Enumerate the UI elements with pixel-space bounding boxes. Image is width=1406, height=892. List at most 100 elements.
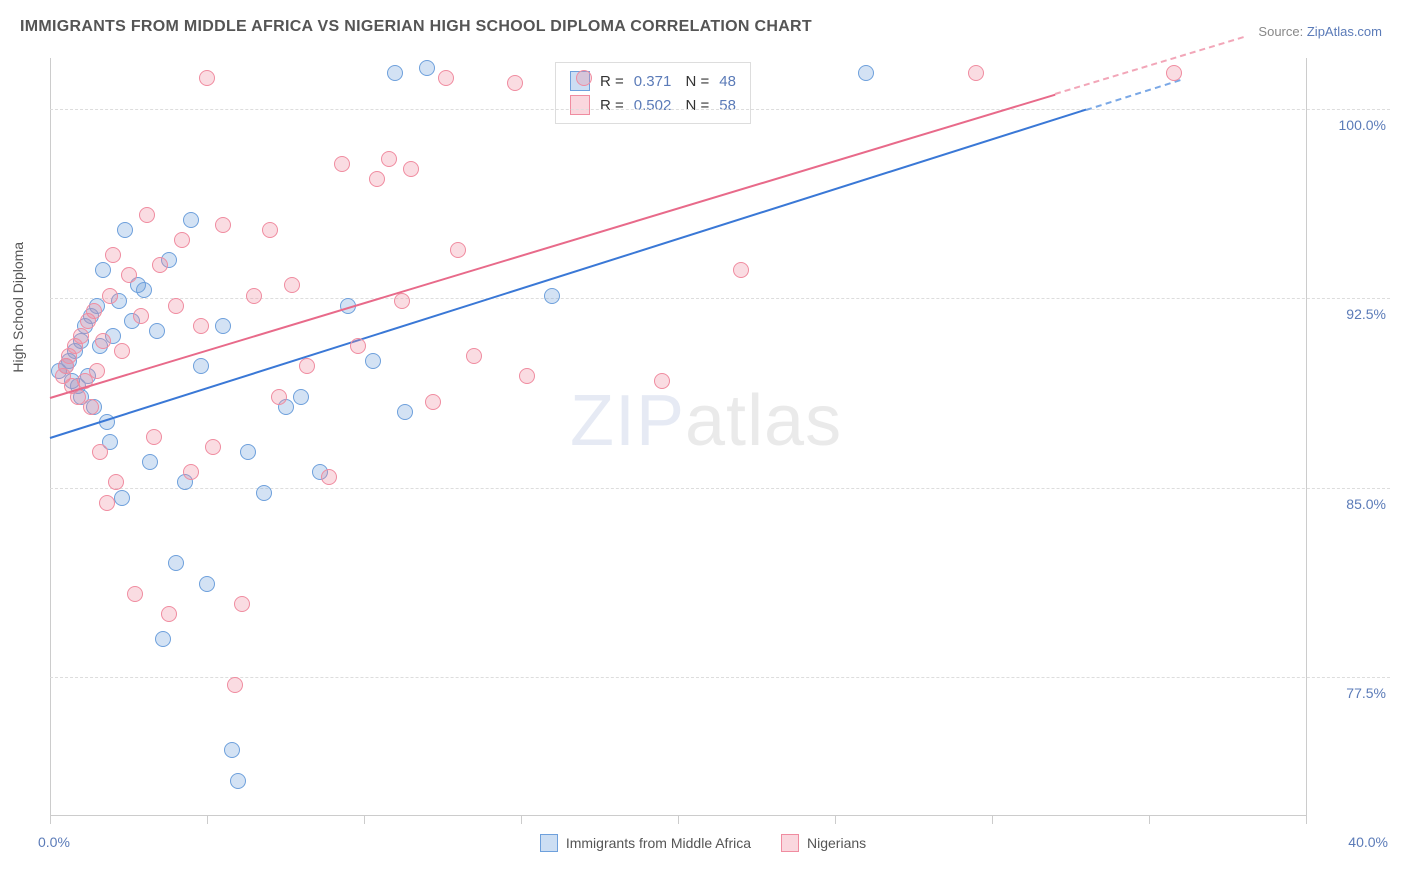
stat-n-value: 48 — [719, 73, 736, 90]
data-point — [507, 75, 523, 91]
swatch-icon — [540, 834, 558, 852]
data-point — [155, 631, 171, 647]
data-point — [193, 358, 209, 374]
data-point — [95, 333, 111, 349]
data-point — [92, 444, 108, 460]
legend-item-series-0: Immigrants from Middle Africa — [540, 834, 751, 852]
legend-item-series-1: Nigerians — [781, 834, 866, 852]
data-point — [438, 70, 454, 86]
data-point — [381, 151, 397, 167]
y-tick-label: 92.5% — [1346, 306, 1386, 322]
data-point — [519, 368, 535, 384]
data-point — [146, 429, 162, 445]
data-point — [102, 288, 118, 304]
stats-row-series-1: R = 0.502 N = 58 — [570, 93, 736, 117]
data-point — [365, 353, 381, 369]
data-point — [968, 65, 984, 81]
data-point — [127, 586, 143, 602]
x-tick — [50, 816, 51, 824]
chart-title: IMMIGRANTS FROM MIDDLE AFRICA VS NIGERIA… — [20, 18, 812, 36]
stat-n-value: 58 — [719, 97, 736, 114]
x-tick — [1306, 816, 1307, 824]
data-point — [321, 469, 337, 485]
gridline — [50, 488, 1390, 489]
x-tick — [364, 816, 365, 824]
data-point — [183, 464, 199, 480]
stat-r-value: 0.371 — [634, 73, 672, 90]
data-point — [136, 282, 152, 298]
plot-area — [50, 58, 1306, 816]
data-point — [86, 303, 102, 319]
data-point — [1166, 65, 1182, 81]
swatch-icon — [781, 834, 799, 852]
data-point — [174, 232, 190, 248]
gridline — [50, 109, 1390, 110]
legend-label: Nigerians — [807, 835, 866, 851]
data-point — [133, 308, 149, 324]
data-point — [234, 596, 250, 612]
data-point — [105, 247, 121, 263]
data-point — [227, 677, 243, 693]
data-point — [419, 60, 435, 76]
data-point — [215, 217, 231, 233]
data-point — [168, 555, 184, 571]
data-point — [256, 485, 272, 501]
data-point — [99, 495, 115, 511]
data-point — [334, 156, 350, 172]
x-tick — [992, 816, 993, 824]
data-point — [121, 267, 137, 283]
x-tick — [835, 816, 836, 824]
data-point — [425, 394, 441, 410]
data-point — [114, 490, 130, 506]
x-tick — [678, 816, 679, 824]
data-point — [205, 439, 221, 455]
source-value: ZipAtlas.com — [1307, 24, 1382, 39]
x-tick — [207, 816, 208, 824]
data-point — [117, 222, 133, 238]
data-point — [73, 328, 89, 344]
data-point — [114, 343, 130, 359]
data-point — [450, 242, 466, 258]
data-point — [240, 444, 256, 460]
source-label: Source: — [1258, 24, 1303, 39]
gridline — [50, 677, 1390, 678]
data-point — [299, 358, 315, 374]
x-tick — [1149, 816, 1150, 824]
y-tick-label: 85.0% — [1346, 496, 1386, 512]
stat-r-label: R = — [600, 97, 624, 114]
legend-label: Immigrants from Middle Africa — [566, 835, 751, 851]
stat-n-label: N = — [681, 97, 709, 114]
x-tick — [521, 816, 522, 824]
y-tick-label: 77.5% — [1346, 685, 1386, 701]
data-point — [142, 454, 158, 470]
data-point — [95, 262, 111, 278]
data-point — [350, 338, 366, 354]
stat-n-label: N = — [681, 73, 709, 90]
data-point — [369, 171, 385, 187]
stats-row-series-0: R = 0.371 N = 48 — [570, 69, 736, 93]
data-point — [215, 318, 231, 334]
right-border — [1306, 58, 1307, 816]
swatch-icon — [570, 95, 590, 115]
data-point — [397, 404, 413, 420]
data-point — [246, 288, 262, 304]
data-point — [394, 293, 410, 309]
data-point — [89, 363, 105, 379]
bottom-legend: Immigrants from Middle Africa Nigerians — [0, 834, 1406, 852]
data-point — [262, 222, 278, 238]
y-tick-label: 100.0% — [1339, 117, 1386, 133]
data-point — [161, 606, 177, 622]
data-point — [183, 212, 199, 228]
source-attribution: Source: ZipAtlas.com — [1258, 24, 1382, 39]
data-point — [108, 474, 124, 490]
data-point — [199, 70, 215, 86]
data-point — [168, 298, 184, 314]
stat-r-label: R = — [600, 73, 624, 90]
data-point — [284, 277, 300, 293]
data-point — [403, 161, 419, 177]
y-axis-title: High School Diploma — [10, 242, 26, 373]
data-point — [193, 318, 209, 334]
data-point — [83, 399, 99, 415]
data-point — [544, 288, 560, 304]
data-point — [139, 207, 155, 223]
